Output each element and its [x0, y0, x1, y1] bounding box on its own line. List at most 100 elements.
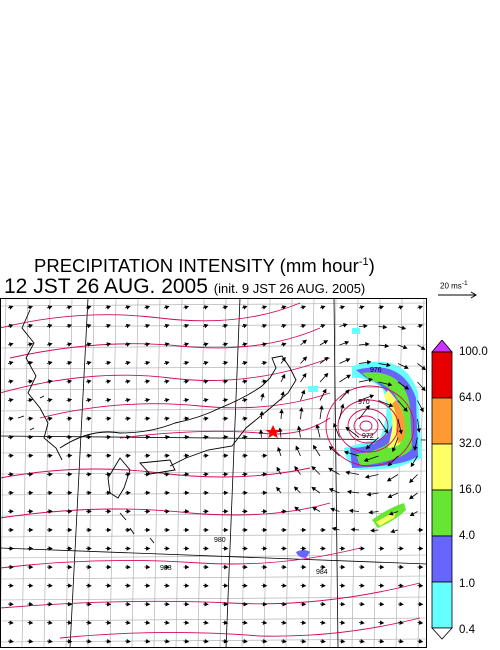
coastline-korea: [21, 309, 63, 461]
wind-vector-head: [106, 323, 112, 329]
wind-vector-head: [323, 372, 329, 378]
wind-vector-head: [145, 601, 151, 607]
wind-vector-head: [126, 509, 131, 514]
wind-vector-head: [262, 453, 268, 459]
wind-vector-head: [126, 397, 131, 403]
wind-vector-head: [380, 546, 385, 551]
wind-vector-head: [9, 638, 14, 644]
wind-vector-head: [328, 467, 333, 472]
wind-vector-head: [146, 527, 151, 533]
grid-line: [329, 298, 337, 648]
wind-vector-head: [67, 620, 73, 625]
wind-vector-head: [184, 453, 190, 459]
wind-vector-head: [243, 397, 248, 403]
wind-vector-head: [87, 379, 92, 384]
wind-vector-head: [48, 564, 53, 570]
wind-vector-head: [282, 638, 287, 644]
wind-vector-head: [9, 397, 14, 403]
wind-vector-head: [9, 620, 14, 625]
grid-line: [373, 298, 381, 648]
wind-vector-head: [243, 527, 248, 533]
wind-vector-head: [370, 528, 375, 533]
precip-patch-n: [352, 328, 360, 334]
isobar: [0, 302, 301, 329]
wind-vector-head: [260, 392, 265, 398]
isobar-label: 970: [358, 399, 370, 406]
wind-vector-head: [145, 305, 151, 310]
precipitation-field: [296, 328, 422, 558]
wind-vector-head: [9, 490, 14, 496]
wind-vector-head: [319, 405, 324, 410]
wind-vector-head: [243, 435, 248, 440]
wind-vector-head: [419, 407, 424, 413]
wind-vector-head: [28, 435, 34, 440]
wind-vector-head: [360, 620, 365, 625]
wind-vector-head: [321, 564, 326, 570]
wind-vector-head: [126, 601, 131, 607]
isobar-cyclone: [359, 420, 373, 432]
wind-vector-head: [87, 564, 92, 570]
wind-vector-head: [282, 620, 287, 625]
coastline-islands: [119, 512, 155, 544]
wind-vector-head: [87, 620, 92, 625]
wind-vector-head: [184, 360, 190, 366]
wind-vector-head: [409, 511, 415, 516]
wind-vector-head: [262, 620, 268, 625]
wind-vector-head: [164, 360, 170, 366]
wind-vector-head: [28, 379, 34, 384]
wind-vector-head: [67, 435, 73, 440]
isobar-label: 972: [362, 433, 374, 440]
wind-vector-head: [403, 407, 408, 412]
wind-vector-head: [300, 389, 306, 395]
wind-vector-head: [223, 509, 229, 514]
wind-vector-head: [126, 490, 131, 496]
wind-vector-head: [311, 486, 317, 492]
wind-vector-head: [185, 546, 190, 551]
wind-vector-head: [185, 564, 190, 570]
wind-vector-head: [295, 445, 300, 451]
wind-vector-head: [145, 509, 151, 514]
wind-vector-head: [165, 638, 170, 644]
isobar: [39, 392, 331, 419]
grid-line: [263, 298, 271, 648]
wind-vector-head: [48, 620, 53, 625]
wind-vector-head: [409, 494, 414, 500]
wind-vector-head: [360, 583, 365, 588]
wind-vector-head: [204, 490, 209, 496]
wind-vector-head: [106, 620, 112, 625]
colorbar-bottom-arrow: [431, 627, 453, 640]
wind-vector-head: [282, 546, 287, 551]
wind-vector-head: [224, 546, 229, 551]
wind-vector-head: [263, 527, 268, 533]
meridian-line: [225, 298, 241, 648]
wind-vector-head: [86, 323, 92, 329]
wind-vector-head: [340, 620, 346, 625]
wind-vector-head: [262, 305, 268, 310]
wind-vector-head: [243, 379, 248, 384]
wind-vector-head: [48, 379, 53, 384]
wind-vector-head: [184, 509, 190, 514]
wind-vector-head: [204, 564, 209, 570]
precip-patch-s: [296, 550, 310, 558]
wind-vector-head: [67, 397, 73, 403]
colorbar-bin: [431, 443, 453, 491]
wind-vector-head: [184, 323, 190, 329]
wind-vector-head: [164, 323, 170, 329]
precipitation-map: 976 970 972 984 980 983: [0, 298, 427, 648]
wind-vector-head: [145, 435, 151, 440]
wind-vector-head: [184, 435, 190, 440]
wind-vector-head: [8, 305, 14, 310]
wind-vector-head: [145, 416, 151, 421]
grid-line: [197, 298, 205, 648]
wind-vector-head: [48, 397, 53, 403]
wind-vector-head: [204, 416, 209, 421]
wind-vector-head: [87, 546, 92, 551]
wind-vector-head: [342, 323, 348, 328]
wind-vector-head: [401, 325, 407, 330]
wind-vector-head: [391, 447, 397, 453]
wind-vector-head: [282, 527, 287, 533]
wind-vector-head: [223, 583, 229, 588]
wind-vector-head: [223, 472, 229, 477]
wind-vector-head: [29, 527, 34, 533]
wind-vector-head: [28, 453, 34, 459]
